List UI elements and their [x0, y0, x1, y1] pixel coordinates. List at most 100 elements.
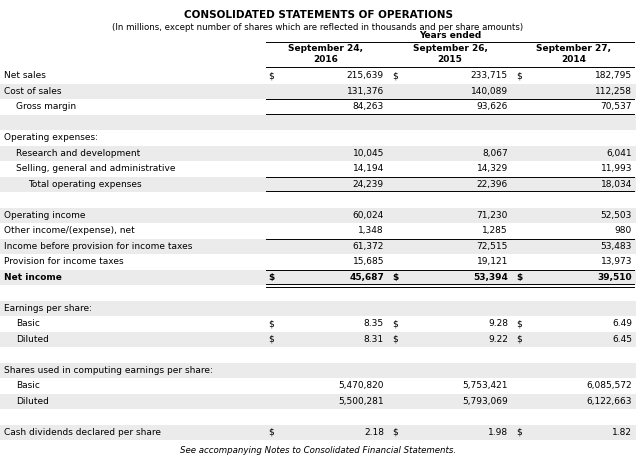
Text: $: $	[268, 428, 273, 437]
Text: 22,396: 22,396	[477, 180, 508, 189]
Text: 84,263: 84,263	[353, 102, 384, 111]
Text: $: $	[268, 273, 274, 282]
Text: 72,515: 72,515	[476, 242, 508, 251]
Text: 24,239: 24,239	[353, 180, 384, 189]
Text: 6.45: 6.45	[612, 335, 632, 344]
Text: 980: 980	[615, 226, 632, 235]
Bar	[0, 393, 636, 409]
Bar	[0, 207, 636, 223]
Text: 52,503: 52,503	[600, 211, 632, 220]
Text: 70,537: 70,537	[600, 102, 632, 111]
Text: September 24,
2016: September 24, 2016	[289, 44, 363, 64]
Text: Income before provision for income taxes: Income before provision for income taxes	[4, 242, 192, 251]
Text: 9.22: 9.22	[488, 335, 508, 344]
Text: 8.31: 8.31	[364, 335, 384, 344]
Text: 233,715: 233,715	[471, 71, 508, 80]
Text: 71,230: 71,230	[476, 211, 508, 220]
Text: $: $	[392, 335, 398, 344]
Text: 1,285: 1,285	[482, 226, 508, 235]
Text: 6,041: 6,041	[606, 149, 632, 158]
Text: $: $	[268, 335, 273, 344]
Bar	[0, 177, 636, 192]
Bar	[0, 239, 636, 254]
Text: 2.18: 2.18	[364, 428, 384, 437]
Text: 5,793,069: 5,793,069	[462, 397, 508, 406]
Text: $: $	[516, 319, 522, 328]
Text: 13,973: 13,973	[600, 257, 632, 266]
Text: 10,045: 10,045	[352, 149, 384, 158]
Text: Earnings per share:: Earnings per share:	[4, 304, 92, 313]
Text: Basic: Basic	[16, 319, 40, 328]
Text: Total operating expenses: Total operating expenses	[28, 180, 142, 189]
Text: $: $	[392, 273, 398, 282]
Text: 60,024: 60,024	[353, 211, 384, 220]
Text: 15,685: 15,685	[352, 257, 384, 266]
Text: 1,348: 1,348	[358, 226, 384, 235]
Text: $: $	[516, 335, 522, 344]
Text: 93,626: 93,626	[476, 102, 508, 111]
Text: 18,034: 18,034	[600, 180, 632, 189]
Bar	[0, 83, 636, 99]
Bar	[0, 145, 636, 161]
Text: Basic: Basic	[16, 381, 40, 390]
Text: 19,121: 19,121	[476, 257, 508, 266]
Text: See accompanying Notes to Consolidated Financial Statements.: See accompanying Notes to Consolidated F…	[180, 446, 456, 455]
Text: 1.82: 1.82	[612, 428, 632, 437]
Text: Diluted: Diluted	[16, 335, 49, 344]
Text: 6,085,572: 6,085,572	[586, 381, 632, 390]
Text: 6,122,663: 6,122,663	[586, 397, 632, 406]
Text: Years ended: Years ended	[419, 31, 481, 40]
Text: Research and development: Research and development	[16, 149, 141, 158]
Text: September 26,
2015: September 26, 2015	[413, 44, 487, 64]
Text: Cash dividends declared per share: Cash dividends declared per share	[4, 428, 161, 437]
Text: 112,258: 112,258	[595, 87, 632, 96]
Text: 182,795: 182,795	[595, 71, 632, 80]
Text: $: $	[516, 428, 522, 437]
Text: $: $	[268, 319, 273, 328]
Text: 5,753,421: 5,753,421	[462, 381, 508, 390]
Text: $: $	[392, 319, 398, 328]
Text: 45,687: 45,687	[349, 273, 384, 282]
Text: 6.49: 6.49	[612, 319, 632, 328]
Text: 11,993: 11,993	[600, 164, 632, 173]
Text: (In millions, except number of shares which are reflected in thousands and per s: (In millions, except number of shares wh…	[113, 23, 523, 32]
Bar	[0, 331, 636, 347]
Bar	[0, 425, 636, 440]
Text: 1.98: 1.98	[488, 428, 508, 437]
Text: Net sales: Net sales	[4, 71, 46, 80]
Text: 140,089: 140,089	[471, 87, 508, 96]
Text: 39,510: 39,510	[597, 273, 632, 282]
Bar	[0, 363, 636, 378]
Text: Cost of sales: Cost of sales	[4, 87, 62, 96]
Text: 53,394: 53,394	[473, 273, 508, 282]
Text: Operating expenses:: Operating expenses:	[4, 133, 98, 142]
Bar	[0, 269, 636, 285]
Text: September 27,
2014: September 27, 2014	[537, 44, 611, 64]
Text: Operating income: Operating income	[4, 211, 85, 220]
Text: 8.35: 8.35	[364, 319, 384, 328]
Text: Shares used in computing earnings per share:: Shares used in computing earnings per sh…	[4, 366, 213, 375]
Text: 131,376: 131,376	[347, 87, 384, 96]
Bar	[0, 301, 636, 316]
Text: $: $	[268, 71, 273, 80]
Text: $: $	[516, 273, 522, 282]
Text: Net income: Net income	[4, 273, 62, 282]
Text: 53,483: 53,483	[600, 242, 632, 251]
Text: Other income/(expense), net: Other income/(expense), net	[4, 226, 135, 235]
Text: 9.28: 9.28	[488, 319, 508, 328]
Text: 14,194: 14,194	[353, 164, 384, 173]
Text: 5,500,281: 5,500,281	[338, 397, 384, 406]
Text: $: $	[392, 428, 398, 437]
Text: 8,067: 8,067	[482, 149, 508, 158]
Text: Provision for income taxes: Provision for income taxes	[4, 257, 123, 266]
Text: 5,470,820: 5,470,820	[338, 381, 384, 390]
Text: 14,329: 14,329	[477, 164, 508, 173]
Text: CONSOLIDATED STATEMENTS OF OPERATIONS: CONSOLIDATED STATEMENTS OF OPERATIONS	[184, 10, 452, 20]
Text: Selling, general and administrative: Selling, general and administrative	[16, 164, 176, 173]
Text: Diluted: Diluted	[16, 397, 49, 406]
Text: $: $	[516, 71, 522, 80]
Bar	[0, 115, 636, 130]
Text: $: $	[392, 71, 398, 80]
Text: 61,372: 61,372	[352, 242, 384, 251]
Text: Gross margin: Gross margin	[16, 102, 76, 111]
